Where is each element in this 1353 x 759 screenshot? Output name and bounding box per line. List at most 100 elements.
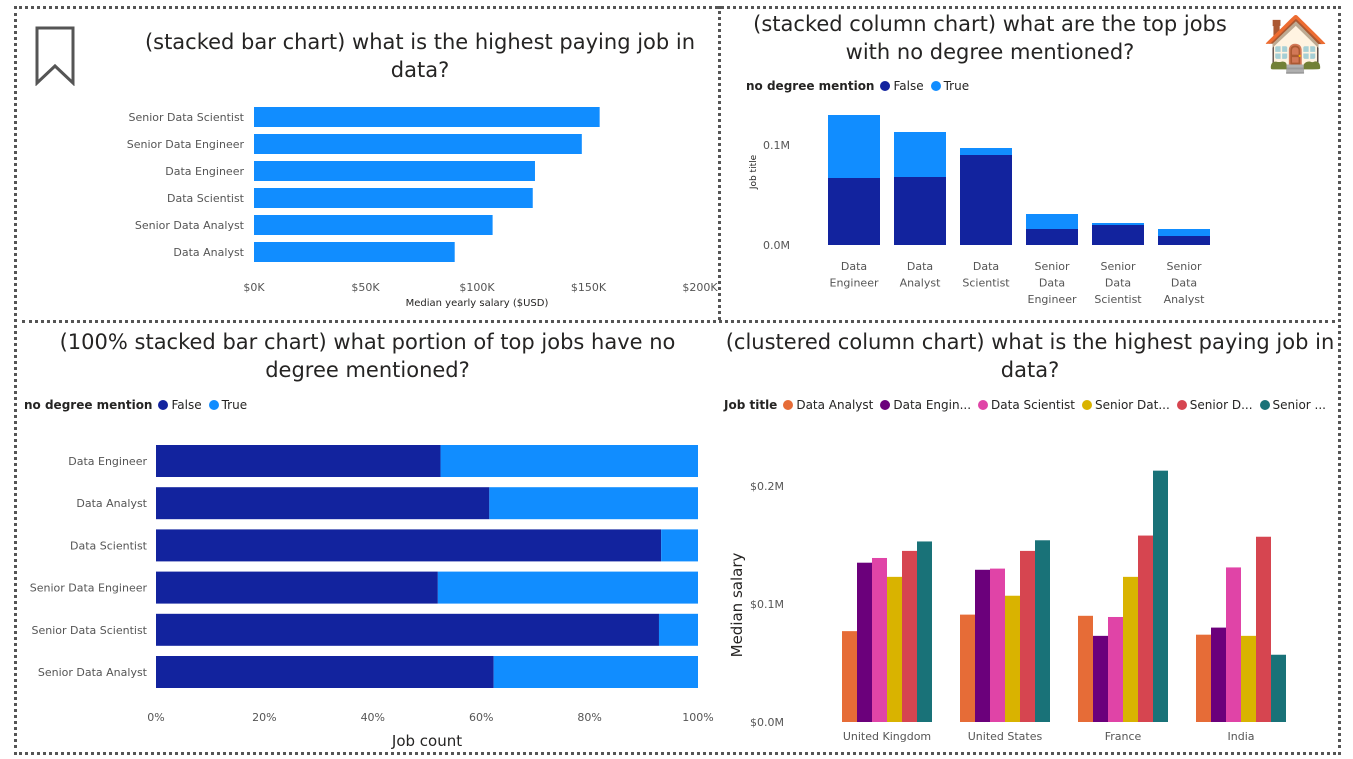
x-tick-label: United Kingdom — [843, 730, 931, 743]
y-tick-label: 0.1M — [763, 139, 790, 152]
bar-1-false — [156, 445, 441, 477]
y-tick-label: 0.0M — [763, 239, 790, 252]
chart4-legend-item-5[interactable]: Senior ... — [1259, 398, 1326, 412]
x-tick-label: 100% — [682, 711, 713, 724]
bar-4-5 — [1256, 536, 1271, 722]
bar-3-true — [960, 148, 1012, 155]
legend-label: True — [221, 398, 248, 412]
bar-1 — [254, 107, 600, 127]
legend-dot — [1259, 400, 1270, 410]
bar-3-true — [661, 529, 698, 562]
x-tick-label: India — [1228, 730, 1255, 743]
legend-label: Senior ... — [1272, 398, 1326, 412]
x-tick-label: $150K — [571, 281, 607, 294]
chart3-legend-title: no degree mention — [24, 398, 153, 412]
legend-label: Data Analyst — [796, 398, 874, 412]
chart4-legend-item-1[interactable]: Data Engin... — [880, 398, 971, 412]
legend-dot — [880, 400, 891, 410]
chart2-legend-title: no degree mention — [746, 79, 875, 93]
chart4-clustered-column: $0.0M $0.1M $0.2M Median salary United Kingd… — [728, 470, 1286, 743]
bar-2-2 — [975, 569, 990, 722]
y-tick-label: Senior Data Engineer — [30, 582, 148, 595]
home-icon[interactable]: 🏠 — [1262, 12, 1330, 75]
bar-2-3 — [990, 568, 1005, 722]
bar-2-true — [489, 487, 698, 520]
x-axis-label: Median yearly salary ($USD) — [406, 298, 549, 309]
bookmark-icon[interactable] — [34, 26, 76, 86]
y-tick-label: Senior Data Analyst — [135, 219, 245, 232]
y-tick-label: $0.1M — [750, 598, 784, 611]
chart4-legend: Job title Data Analyst Data Engin... Dat… — [724, 398, 1333, 412]
legend-dot — [1176, 400, 1187, 410]
chart3-legend: no degree mention False True — [24, 398, 254, 412]
y-tick-label: Senior Data Scientist — [128, 111, 244, 124]
dashboard-frame — [14, 6, 1341, 755]
chart4-legend-item-3[interactable]: Senior Dat... — [1082, 398, 1170, 412]
bar-4-true — [1026, 214, 1078, 229]
x-tick-label: Data — [1171, 277, 1197, 290]
x-tick-label: $200K — [682, 281, 718, 294]
bar-1-true — [828, 115, 880, 178]
chart4-legend-item-0[interactable]: Data Analyst — [783, 398, 873, 412]
x-tick-label: Data — [1105, 277, 1131, 290]
chart4-legend-item-4[interactable]: Senior D... — [1176, 398, 1253, 412]
x-tick-label: Senior — [1034, 260, 1070, 273]
bar-3-false — [960, 155, 1012, 245]
y-tick-label: $0.2M — [750, 480, 784, 493]
bar-6-false — [1158, 236, 1210, 245]
x-tick-label: 0% — [147, 711, 164, 724]
bar-4-false — [1026, 229, 1078, 245]
x-tick-label: Data — [1039, 277, 1065, 290]
bar-4-true — [437, 571, 698, 604]
legend-dot — [783, 400, 794, 410]
bar-2-false — [894, 177, 946, 245]
chart2-legend-item-true[interactable]: True — [930, 79, 970, 93]
bar-1-1 — [842, 631, 857, 722]
legend-dot — [158, 400, 169, 410]
chart2-legend-item-false[interactable]: False — [880, 79, 924, 93]
bar-3 — [254, 161, 535, 181]
bar-1-false — [828, 178, 880, 245]
x-axis-label: Job count — [391, 732, 462, 750]
bar-1-2 — [857, 562, 872, 722]
legend-dot — [1082, 400, 1093, 410]
y-tick-label: Senior Data Engineer — [127, 138, 245, 151]
x-tick-label: Scientist — [1094, 293, 1142, 306]
legend-label: True — [943, 79, 970, 93]
bar-4-false — [156, 571, 438, 604]
bar-4-3 — [1226, 567, 1241, 722]
chart3-percent-bar: Data Engineer Data Analyst Data Scientist S… — [30, 445, 714, 750]
x-tick-label: Data — [907, 260, 933, 273]
y-tick-label: $0.0M — [750, 716, 784, 729]
x-tick-label: 20% — [252, 711, 276, 724]
chart4-legend-item-2[interactable]: Data Scientist — [978, 398, 1075, 412]
chart3-legend-item-true[interactable]: True — [208, 398, 248, 412]
bar-3-6 — [1153, 470, 1168, 722]
bar-4 — [254, 188, 533, 208]
legend-dot — [930, 81, 941, 91]
legend-label: False — [893, 79, 924, 93]
x-tick-label: United States — [968, 730, 1043, 743]
bar-1-3 — [872, 557, 887, 722]
chart2-stacked-column: 0.0M 0.1M Job title Data Engineer Data Analyst… — [749, 115, 1210, 306]
bar-2-4 — [1005, 595, 1020, 722]
chart3-title: (100% stacked bar chart) what portion of… — [59, 330, 676, 382]
bar-3-2 — [1093, 635, 1108, 722]
x-tick-label: France — [1105, 730, 1142, 743]
bar-6-true — [1158, 229, 1210, 236]
bar-2-6 — [1035, 540, 1050, 722]
x-tick-label: Engineer — [830, 277, 879, 290]
x-tick-label: Analyst — [1164, 293, 1206, 306]
bar-1-true — [440, 445, 698, 477]
x-tick-label: Scientist — [962, 277, 1010, 290]
bar-2-5 — [1020, 550, 1035, 722]
frame-divider-vertical — [718, 6, 721, 320]
legend-dot — [880, 81, 891, 91]
x-tick-label: $50K — [351, 281, 380, 294]
bar-2-1 — [960, 614, 975, 722]
chart1-salary-bar: Senior Data Scientist Senior Data Enginee… — [127, 107, 718, 309]
bar-5 — [254, 215, 493, 235]
x-tick-label: 80% — [577, 711, 601, 724]
legend-label: Senior Dat... — [1095, 398, 1170, 412]
chart3-legend-item-false[interactable]: False — [158, 398, 202, 412]
